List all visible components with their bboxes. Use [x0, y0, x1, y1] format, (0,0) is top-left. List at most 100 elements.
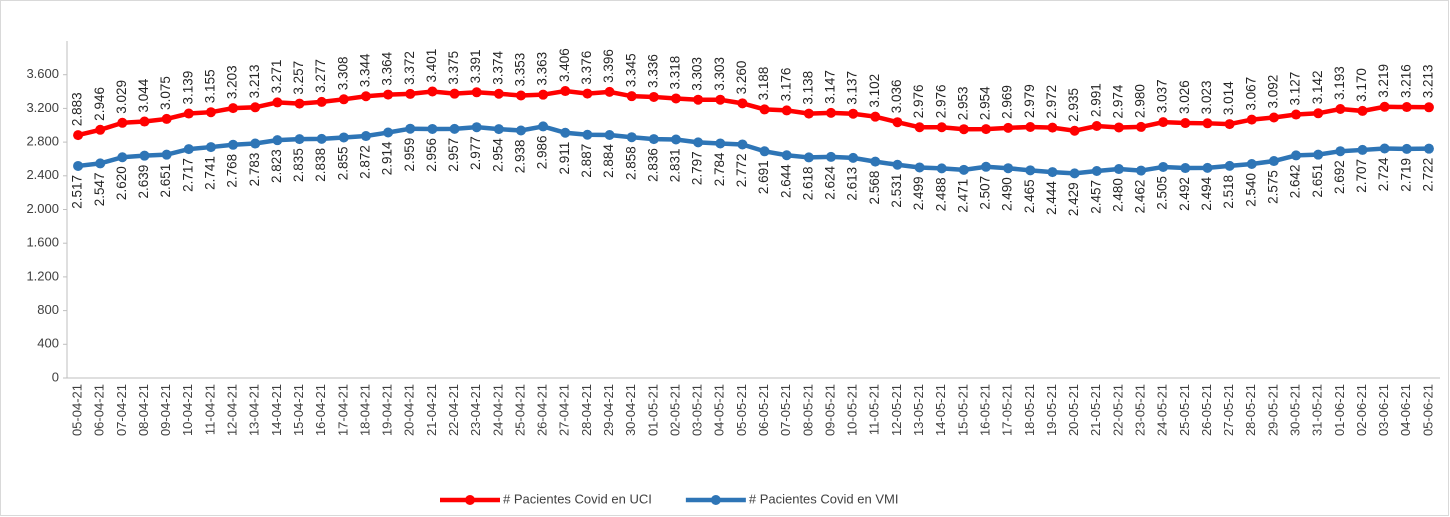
x-tick-label: 17-05-21	[1000, 384, 1015, 436]
data-label: 2.691	[756, 160, 771, 194]
data-point	[670, 93, 681, 104]
data-label: 3.336	[645, 54, 660, 88]
legend-label: # Pacientes Covid en UCI	[503, 491, 652, 506]
data-label: 2.911	[557, 142, 572, 175]
data-label: 2.492	[1177, 177, 1192, 211]
data-label: 2.986	[535, 135, 550, 169]
x-tick-label: 10-05-21	[845, 384, 860, 436]
x-tick-label: 08-05-21	[800, 384, 815, 436]
data-label: 2.823	[269, 149, 284, 183]
data-point	[870, 156, 881, 167]
data-label: 3.170	[1354, 68, 1369, 102]
data-point	[781, 150, 792, 161]
data-label: 3.353	[513, 53, 528, 87]
data-label: 2.471	[955, 179, 970, 213]
x-tick-label: 21-04-21	[424, 384, 439, 436]
x-tick-label: 03-06-21	[1376, 384, 1391, 436]
data-point	[250, 102, 261, 113]
data-point	[1291, 150, 1302, 161]
data-point	[737, 98, 748, 109]
data-point	[1003, 122, 1014, 133]
data-point	[1268, 156, 1279, 167]
data-point	[892, 159, 903, 170]
x-tick-label: 01-06-21	[1332, 384, 1347, 436]
x-tick-label: 27-05-21	[1221, 384, 1236, 436]
x-tick-label: 05-04-21	[70, 384, 85, 436]
x-tick-label: 20-05-21	[1066, 384, 1081, 436]
data-label: 2.717	[180, 158, 195, 192]
data-point	[582, 88, 593, 99]
data-point	[228, 103, 239, 114]
data-label: 2.957	[446, 138, 461, 172]
data-label: 3.044	[136, 78, 151, 112]
y-tick-label: 3.600	[26, 66, 59, 81]
data-label: 2.722	[1420, 158, 1435, 192]
data-point	[316, 96, 327, 107]
x-tick-label: 17-04-21	[335, 384, 350, 436]
data-label: 3.277	[313, 59, 328, 93]
data-label: 3.037	[1155, 79, 1170, 113]
data-label: 3.318	[668, 56, 683, 90]
data-label: 3.092	[1265, 75, 1280, 109]
data-label: 2.540	[1243, 173, 1258, 207]
data-point	[1379, 101, 1390, 112]
x-tick-label: 27-04-21	[557, 384, 572, 436]
data-point	[515, 90, 526, 101]
data-point	[471, 87, 482, 98]
data-point	[205, 142, 216, 153]
data-point	[272, 135, 283, 146]
data-label: 2.494	[1199, 176, 1214, 210]
data-point	[826, 107, 837, 118]
x-tick-label: 10-04-21	[180, 384, 195, 436]
data-label: 2.831	[668, 148, 683, 182]
data-label: 2.887	[579, 144, 594, 178]
data-label: 2.835	[291, 148, 306, 182]
data-label: 2.797	[690, 151, 705, 185]
data-point	[360, 91, 371, 102]
data-point	[648, 134, 659, 145]
x-tick-label: 21-05-21	[1088, 384, 1103, 436]
data-label: 2.784	[712, 152, 727, 186]
x-tick-label: 02-05-21	[667, 384, 682, 436]
x-tick-label: 23-04-21	[468, 384, 483, 436]
x-tick-label: 18-05-21	[1022, 384, 1037, 436]
data-label: 2.884	[601, 144, 616, 178]
x-tick-label: 14-05-21	[933, 384, 948, 436]
data-point	[183, 144, 194, 155]
data-label: 3.396	[601, 49, 616, 83]
data-point	[1180, 163, 1191, 174]
data-label: 2.547	[92, 172, 107, 206]
data-label: 2.976	[933, 84, 948, 118]
data-point	[560, 86, 571, 97]
data-point	[1246, 159, 1257, 170]
data-point	[693, 94, 704, 105]
y-tick-label: 2.800	[26, 134, 59, 149]
data-label: 3.213	[247, 65, 262, 99]
data-point	[1202, 118, 1213, 129]
y-tick-label: 2.000	[26, 201, 59, 216]
data-point	[139, 150, 150, 161]
data-label: 2.972	[1044, 85, 1059, 119]
data-label: 3.308	[335, 57, 350, 91]
data-label: 2.883	[70, 92, 85, 126]
data-label: 2.618	[800, 166, 815, 200]
data-label: 2.783	[247, 153, 262, 187]
data-point	[1401, 143, 1412, 154]
data-label: 2.953	[955, 86, 970, 120]
data-point	[1091, 121, 1102, 132]
x-tick-label: 24-05-21	[1155, 384, 1170, 436]
data-point	[1379, 143, 1390, 154]
data-point	[693, 137, 704, 148]
data-label: 3.303	[690, 57, 705, 91]
x-tick-label: 02-06-21	[1354, 384, 1369, 436]
data-label: 3.142	[1310, 70, 1325, 104]
data-label: 3.137	[845, 71, 860, 105]
data-point	[205, 107, 216, 118]
data-point	[1136, 165, 1147, 176]
data-point	[1113, 122, 1124, 133]
data-label: 2.518	[1221, 175, 1236, 209]
data-label: 2.974	[1110, 84, 1125, 118]
data-point	[1113, 164, 1124, 175]
data-point	[338, 94, 349, 105]
data-label: 2.938	[513, 139, 528, 173]
